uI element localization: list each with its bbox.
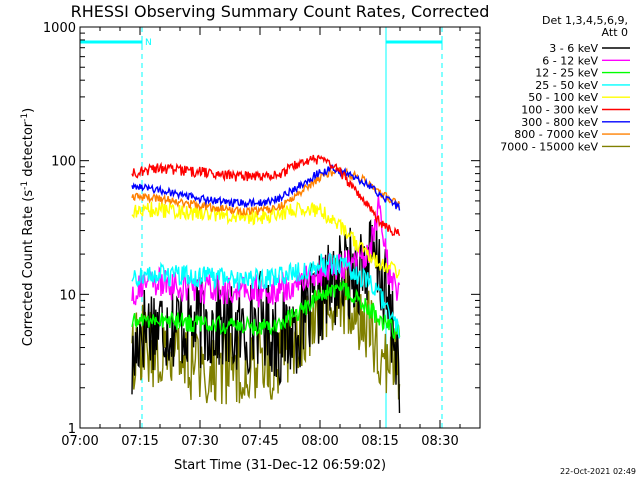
x-tick-label-1: 07:15	[121, 434, 158, 449]
y-axis-label-main: Corrected Count Rate (s	[21, 190, 36, 347]
x-tick-label-2: 07:30	[181, 434, 218, 449]
series-line-7	[131, 166, 401, 217]
series-line-4	[131, 201, 401, 279]
y-tick-label-3: 1000	[43, 21, 76, 36]
legend-label-2: 12 - 25 keV	[535, 67, 598, 80]
series-line-3	[131, 252, 401, 339]
legend-label-7: 800 - 7000 keV	[514, 128, 598, 141]
y-axis-label-end: )	[21, 108, 36, 113]
y-tick-label-2: 100	[51, 155, 76, 170]
legend-label-5: 100 - 300 keV	[521, 104, 598, 117]
y-axis-label: Corrected Count Rate (s-1 detector-1)	[20, 108, 36, 346]
legend-label-6: 300 - 800 keV	[521, 116, 598, 129]
x-axis-label: Start Time (31-Dec-12 06:59:02)	[174, 458, 386, 473]
x-tick-label-5: 08:15	[361, 434, 398, 449]
series-line-2	[131, 280, 401, 340]
x-tick-label-6: 08:30	[421, 434, 458, 449]
series-line-6	[131, 163, 401, 211]
legend-label-1: 6 - 12 keV	[542, 54, 598, 67]
legend-header-line2: Att 0	[602, 26, 628, 39]
x-tick-label-0: 07:00	[61, 434, 98, 449]
legend-label-4: 50 - 100 keV	[528, 91, 598, 104]
x-axis: 07:00 07:15 07:30 07:45 08:00 08:15 08:30	[61, 27, 461, 449]
series-layer	[131, 154, 401, 414]
timestamp: 22-Oct-2021 02:49	[560, 467, 636, 476]
y-axis-label-sup2: -1	[20, 113, 30, 122]
series-line-5	[131, 154, 401, 237]
y-axis-label-sup1: -1	[20, 181, 30, 190]
legend-label-0: 3 - 6 keV	[549, 42, 598, 55]
legend-label-8: 7000 - 15000 keV	[500, 140, 598, 153]
flag-label-0: N	[145, 38, 152, 48]
legend-label-3: 25 - 50 keV	[535, 79, 598, 92]
y-tick-label-1: 10	[59, 288, 76, 303]
chart-title: RHESSI Observing Summary Count Rates, Co…	[71, 2, 490, 21]
series-line-1	[131, 195, 401, 308]
legend-header-line1: Det 1,3,4,5,6,9,	[542, 14, 628, 27]
y-axis-label-mid: detector	[21, 121, 36, 181]
y-tick-label-0: 1	[68, 422, 76, 437]
y-axis: 1 10 100 1000	[43, 21, 480, 437]
x-tick-label-3: 07:45	[241, 434, 278, 449]
x-tick-label-4: 08:00	[301, 434, 338, 449]
